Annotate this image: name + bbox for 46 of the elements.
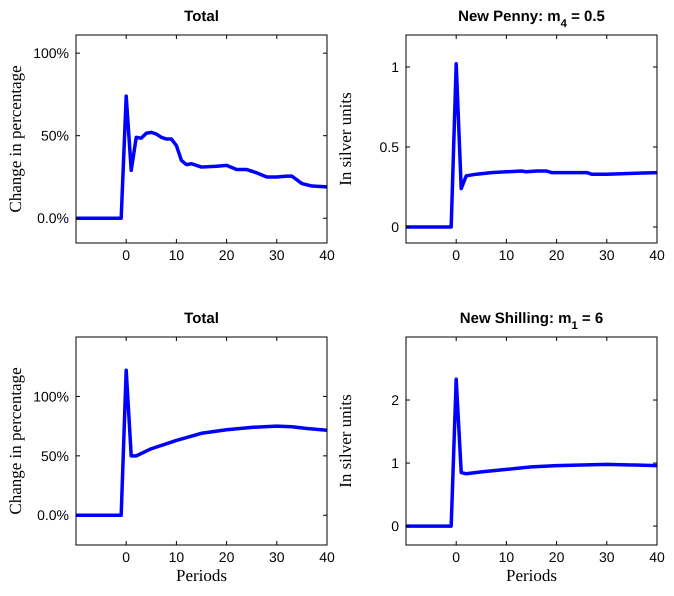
line-series [76, 94, 327, 220]
y-axis-title: Change in percentage [6, 65, 25, 213]
x-tick-label: 30 [269, 549, 285, 565]
y-tick-label: 100% [33, 388, 69, 404]
x-tick-label: 20 [548, 247, 565, 263]
x-tick-label: 30 [269, 247, 285, 263]
x-tick-label: 10 [168, 549, 184, 565]
y-tick-label: 0 [391, 518, 400, 534]
y-tick-label: 0.0% [37, 507, 69, 524]
x-tick-label: 40 [649, 549, 665, 565]
x-tick-label: 20 [548, 549, 565, 565]
x-axis-title: Periods [176, 566, 227, 585]
y-tick-label: 0.5 [380, 138, 400, 155]
line-series [406, 62, 657, 229]
y-tick-label: 2 [391, 392, 400, 408]
chart-title: Total [184, 310, 219, 327]
x-tick-label: 0 [452, 247, 460, 263]
x-tick-label: 40 [319, 549, 335, 565]
y-tick-label: 100% [33, 45, 69, 62]
x-tick-label: 40 [319, 247, 335, 263]
x-tick-label: 10 [498, 247, 514, 263]
y-axis-title: In silver units [336, 92, 355, 186]
y-tick-label: 50% [40, 448, 69, 464]
y-tick-label: 0.0% [37, 210, 69, 226]
y-tick-label: 1 [391, 454, 400, 471]
x-tick-label: 0 [122, 549, 130, 565]
x-tick-label: 40 [649, 247, 665, 263]
x-tick-label: 20 [218, 247, 235, 263]
chart-title: Total [184, 8, 219, 25]
y-tick-label: 50% [40, 128, 69, 144]
x-tick-label: 0 [452, 549, 460, 565]
line-series [406, 377, 657, 528]
y-tick-label: 0 [391, 218, 400, 235]
x-tick-label: 0 [122, 247, 130, 263]
chart-title: New Penny: m$_{4}$ = 0.5 [458, 8, 605, 30]
x-tick-label: 10 [168, 247, 184, 263]
y-axis-title: In silver units [336, 394, 355, 488]
y-axis-title: Change in percentage [6, 367, 25, 515]
chart-title: New Shilling: m$_{1}$ = 6 [460, 310, 604, 332]
line-series [76, 368, 327, 518]
x-tick-label: 20 [218, 549, 235, 565]
x-axis-title: Periods [506, 566, 557, 585]
x-tick-label: 10 [498, 549, 514, 565]
x-tick-label: 30 [599, 549, 615, 565]
y-tick-label: 1 [391, 58, 400, 75]
x-tick-label: 30 [599, 247, 615, 263]
